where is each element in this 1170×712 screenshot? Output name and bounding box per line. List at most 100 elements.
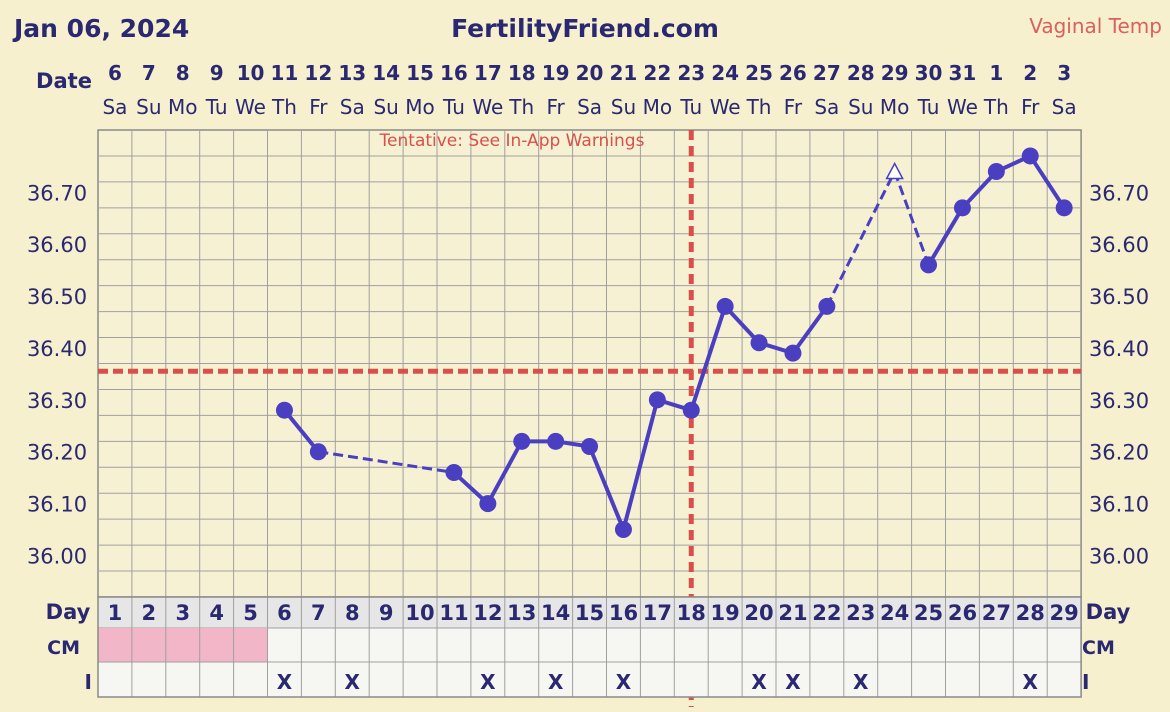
weekday-label: We xyxy=(947,95,978,119)
intercourse-mark: X xyxy=(785,670,801,694)
cycle-day-label: 29 xyxy=(1050,601,1079,625)
date-label: 7 xyxy=(142,61,156,85)
cycle-day-label: 27 xyxy=(982,601,1011,625)
intercourse-mark: X xyxy=(751,670,767,694)
temp-line xyxy=(486,440,524,505)
temp-point xyxy=(953,199,971,217)
date-label: 10 xyxy=(237,61,265,85)
temp-point xyxy=(1021,147,1039,165)
weekday-label: Mo xyxy=(168,95,198,119)
intercourse-mark: X xyxy=(345,670,361,694)
day-row-label-right: Day xyxy=(1086,600,1131,624)
weekday-label: Sa xyxy=(814,95,839,119)
temp-line xyxy=(1028,154,1066,209)
date-label: 25 xyxy=(745,61,773,85)
weekday-label: Fr xyxy=(784,95,803,119)
cycle-day-label: 5 xyxy=(243,601,258,625)
weekday-label: Tu xyxy=(205,95,228,119)
temp-line-gap xyxy=(825,170,896,308)
date-label: 20 xyxy=(576,61,604,85)
date-label: 16 xyxy=(440,61,468,85)
date-label: 21 xyxy=(610,61,638,85)
weekday-label: Sa xyxy=(340,95,365,119)
cycle-day-label: 17 xyxy=(643,601,672,625)
cycle-day-label: 14 xyxy=(541,601,570,625)
weekday-label: Tu xyxy=(917,95,940,119)
weekday-label: Th xyxy=(271,95,297,119)
period-cell xyxy=(165,628,200,662)
cycle-day-label: 16 xyxy=(609,601,638,625)
cycle-day-label: 10 xyxy=(405,601,434,625)
day-row-label-left: Day xyxy=(46,600,91,624)
date-label: 15 xyxy=(406,61,434,85)
y-tick-left: 36.30 xyxy=(27,389,87,413)
y-tick-left: 36.60 xyxy=(27,233,87,257)
cycle-day-label: 28 xyxy=(1016,601,1045,625)
cycle-day-label: 18 xyxy=(677,601,706,625)
weekday-label: Fr xyxy=(547,95,566,119)
weekday-label: We xyxy=(235,95,266,119)
weekday-label: Tu xyxy=(679,95,702,119)
cycle-day-label: 9 xyxy=(379,601,394,625)
intercourse-mark: X xyxy=(1023,670,1039,694)
cm-row-label-left: CM xyxy=(47,637,80,659)
temp-line xyxy=(587,445,626,531)
y-tick-right: 36.40 xyxy=(1089,337,1149,361)
cycle-day-label: 23 xyxy=(846,601,875,625)
cycle-day-label: 24 xyxy=(880,601,909,625)
date-label: 3 xyxy=(1057,61,1071,85)
date-label: 9 xyxy=(210,61,224,85)
cycle-day-label: 3 xyxy=(175,601,190,625)
cycle-day-label: 13 xyxy=(507,601,536,625)
y-tick-left: 36.20 xyxy=(27,441,87,465)
date-label: 18 xyxy=(508,61,536,85)
date-label: 14 xyxy=(372,61,400,85)
date-label: 30 xyxy=(915,61,943,85)
y-tick-right: 36.60 xyxy=(1089,233,1149,257)
date-row-label: Date xyxy=(36,69,92,93)
weekday-label: Tu xyxy=(442,95,465,119)
cycle-day-label: 7 xyxy=(311,601,326,625)
temp-line-gap xyxy=(893,170,930,266)
cycle-day-label: 6 xyxy=(277,601,292,625)
date-label: 26 xyxy=(779,61,807,85)
temperature-type: Vaginal Temp xyxy=(1029,14,1162,38)
intercourse-mark: X xyxy=(277,670,293,694)
cycle-day-label: 2 xyxy=(142,601,157,625)
weekday-label: Sa xyxy=(102,95,127,119)
cycle-day-label: 19 xyxy=(711,601,740,625)
date-label: 27 xyxy=(813,61,841,85)
cycle-day-label: 25 xyxy=(914,601,943,625)
weekday-label: Th xyxy=(508,95,534,119)
cycle-start-date: Jan 06, 2024 xyxy=(14,14,190,43)
temp-point xyxy=(547,432,565,450)
period-cell xyxy=(233,628,268,662)
temp-line-gap xyxy=(318,450,455,474)
weekday-label: Su xyxy=(611,95,636,119)
y-tick-left: 36.10 xyxy=(27,493,87,517)
cycle-day-label: 11 xyxy=(439,601,468,625)
temp-line xyxy=(926,206,965,266)
y-tick-right: 36.70 xyxy=(1089,181,1149,205)
weekday-label: Mo xyxy=(880,95,910,119)
y-tick-left: 36.50 xyxy=(27,285,87,309)
temp-point xyxy=(1055,199,1073,217)
date-label: 2 xyxy=(1023,61,1037,85)
cycle-day-label: 21 xyxy=(778,601,807,625)
date-label: 8 xyxy=(176,61,190,85)
temp-line xyxy=(621,399,660,531)
intercourse-mark: X xyxy=(548,670,564,694)
cycle-day-label: 1 xyxy=(108,601,123,625)
y-tick-right: 36.20 xyxy=(1089,441,1149,465)
date-label: 31 xyxy=(949,61,977,85)
date-label: 13 xyxy=(338,61,366,85)
date-label: 6 xyxy=(108,61,122,85)
cycle-day-label: 8 xyxy=(345,601,360,625)
y-tick-right: 36.10 xyxy=(1089,493,1149,517)
weekday-label: Sa xyxy=(577,95,602,119)
period-cell xyxy=(131,628,166,662)
weekday-label: Th xyxy=(983,95,1009,119)
temp-line xyxy=(689,305,728,411)
date-label: 22 xyxy=(643,61,671,85)
